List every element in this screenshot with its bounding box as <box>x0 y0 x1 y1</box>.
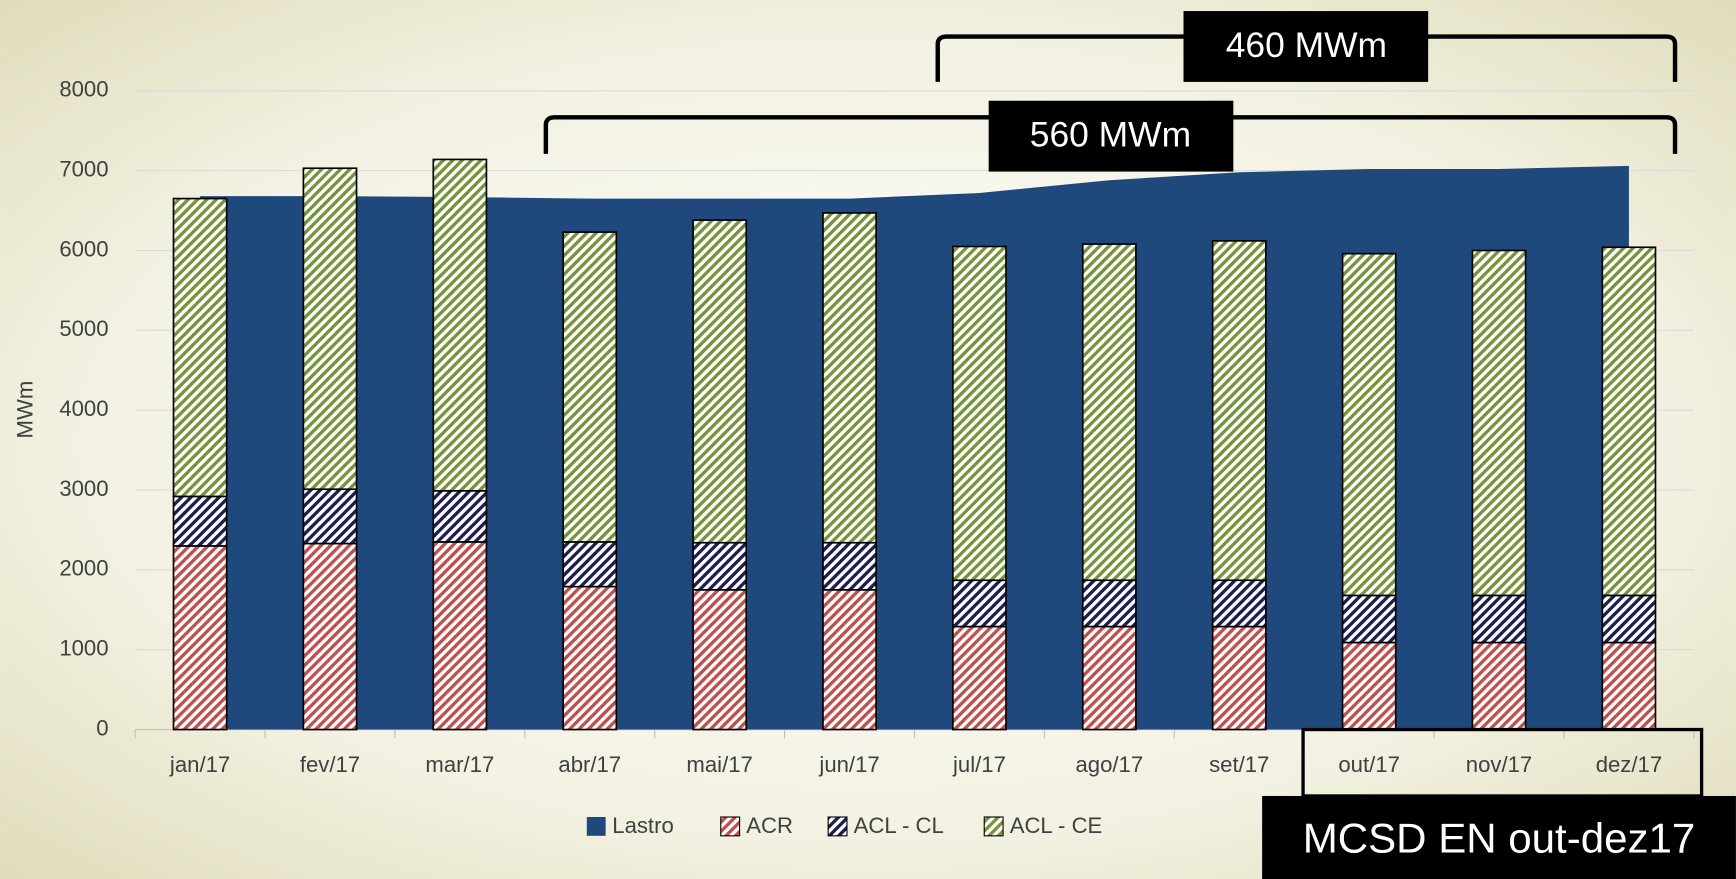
annotation-box <box>988 100 1234 172</box>
bar-segment <box>172 545 228 731</box>
x-tick-label: nov/17 <box>1466 752 1532 777</box>
legend-label: Lastro <box>612 813 674 838</box>
y-tick-label: 8000 <box>59 77 108 102</box>
area <box>200 165 1629 730</box>
legend-swatch <box>586 817 606 836</box>
bar-segment <box>432 158 488 492</box>
bar-segment <box>1211 240 1267 582</box>
y-tick-label: 5000 <box>59 316 108 341</box>
legend-swatch <box>983 816 1004 837</box>
y-tick-label: 0 <box>96 715 108 740</box>
annotation: MCSD EN out-dez17 <box>1303 814 1696 861</box>
annotation-box <box>1183 11 1429 82</box>
x-tick-label: out/17 <box>1338 752 1400 777</box>
bar-segment <box>1211 625 1267 731</box>
bar-segment <box>822 212 877 544</box>
bar-segment <box>1601 594 1657 644</box>
x-tick-label: jul/17 <box>952 752 1006 777</box>
bar-segment <box>432 489 488 543</box>
plot: 0 1000 2000 3000 4000 5000 6000 7000 8000 MWm jan/… <box>12 77 1695 838</box>
bar-segment <box>1341 594 1397 644</box>
bar-segment <box>1341 252 1397 597</box>
annotation-box <box>1262 795 1736 879</box>
bar-segment <box>822 541 877 591</box>
bar-segment <box>952 579 1007 628</box>
bar-segment <box>692 588 748 731</box>
x-tick-label: mar/17 <box>425 752 494 777</box>
bar-segment <box>1211 579 1267 628</box>
bar-segment <box>1081 625 1137 731</box>
x-tick-label: ago/17 <box>1076 752 1144 777</box>
legend-item: ACL - CL <box>827 813 944 838</box>
bar-segment <box>302 167 358 491</box>
bar-segment <box>1471 641 1527 731</box>
x-tick-label: abr/17 <box>558 752 621 777</box>
x-tick-label: jun/17 <box>818 752 879 777</box>
legend-swatch <box>827 816 848 837</box>
x-tick-label: mai/17 <box>686 752 752 777</box>
bar-segment <box>432 541 488 731</box>
bar-segment <box>562 231 618 543</box>
y-tick-label: 1000 <box>59 636 108 661</box>
y-tick-label: 6000 <box>59 236 108 261</box>
y-tick-label: 3000 <box>59 476 108 501</box>
legend-swatch <box>720 816 741 837</box>
bar-segment <box>562 585 618 731</box>
bar-segment <box>952 245 1007 582</box>
legend-label: ACR <box>746 813 793 838</box>
x-tick-label: jan/17 <box>169 752 230 777</box>
bar-segment <box>302 488 358 545</box>
x-tick-label: dez/17 <box>1596 752 1662 777</box>
bar-segment <box>1471 594 1527 644</box>
annotation: 560 MWm <box>1030 115 1191 155</box>
bar-segment <box>302 542 358 731</box>
legend-item: Lastro <box>586 813 674 838</box>
y-axis-label: MWm <box>12 381 37 439</box>
y-tick-label: 2000 <box>59 556 108 581</box>
y-tick-label: 4000 <box>59 396 108 421</box>
bar-segment <box>1471 249 1527 597</box>
bar-segment <box>172 197 228 498</box>
bar-segment <box>1341 641 1397 731</box>
legend-label: ACL - CE <box>1010 813 1103 838</box>
bar-segment <box>1081 243 1137 582</box>
x-tick-label: set/17 <box>1209 752 1269 777</box>
legend-item: ACR <box>720 813 793 838</box>
legend-item: ACL - CE <box>983 813 1103 838</box>
y-tick-label: 7000 <box>59 156 108 181</box>
bar-segment <box>952 625 1007 731</box>
bar-segment <box>562 541 618 588</box>
bar-segment <box>172 495 228 547</box>
bar-segment <box>1601 246 1657 597</box>
legend-label: ACL - CL <box>854 813 944 838</box>
bar-segment <box>1601 641 1657 731</box>
bar-segment <box>1081 579 1137 628</box>
bar-segment <box>692 219 748 544</box>
annotation: 460 MWm <box>1226 25 1387 65</box>
bar-segment <box>822 588 877 731</box>
bar-segment <box>692 541 748 591</box>
x-tick-label: fev/17 <box>300 752 360 777</box>
